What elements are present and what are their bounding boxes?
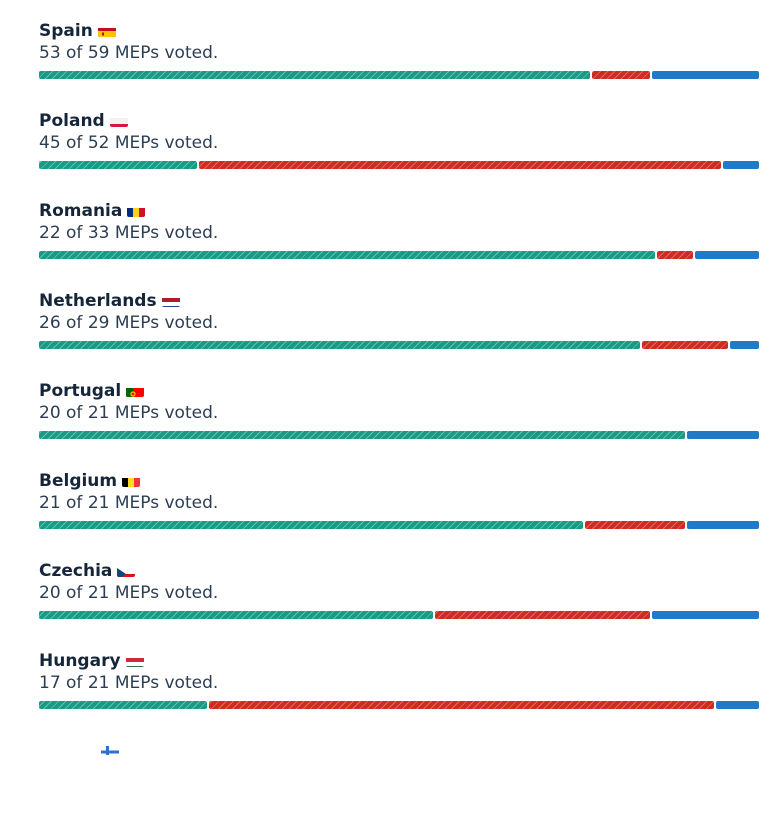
country-row-poland: Poland 45 of 52 MEPs voted. [39,105,759,195]
voted-count-text: 26 of 29 MEPs voted. [39,313,219,333]
vote-segment-for [39,521,584,529]
vote-segment-abstain [730,341,759,349]
country-name: Spain [39,21,93,41]
vote-bar [39,431,759,439]
country-row-portugal: Portugal 20 of 21 MEPs voted. [39,375,759,465]
country-name: Poland [39,111,105,131]
vote-bar [39,341,759,349]
vote-segment-against [592,71,650,79]
country-row-czechia: Czechia 20 of 21 MEPs voted. [39,555,759,645]
vote-segment-for [39,611,433,619]
vote-bar [39,251,759,259]
vote-bar [39,611,759,619]
vote-segment-against [209,701,715,709]
voted-count-text: 20 of 21 MEPs voted. [39,403,219,423]
voted-count-text: 17 of 21 MEPs voted. [39,673,219,693]
country-row-spain: Spain 53 of 59 MEPs voted. [39,15,759,105]
vote-segment-against [656,251,693,259]
vote-segment-abstain [687,431,759,439]
vote-segment-against [642,341,729,349]
vote-segment-for [39,701,208,709]
poland-flag-icon [109,115,128,127]
country-name: Hungary [39,651,121,671]
romania-flag-icon [127,205,146,217]
vote-segment-abstain [723,161,759,169]
voted-count-text: 22 of 33 MEPs voted. [39,223,219,243]
vote-segment-abstain [716,701,759,709]
country-name: Netherlands [39,291,157,311]
country-name: Belgium [39,471,118,491]
flag-icon [101,743,119,755]
voted-count-text: 20 of 21 MEPs voted. [39,583,219,603]
country-row-belgium: Belgium 21 of 21 MEPs voted. [39,465,759,555]
country-name: Portugal [39,381,122,401]
country-row-netherlands: Netherlands 26 of 29 MEPs voted. [39,285,759,375]
vote-segment-for [39,161,197,169]
country-name: Czechia [39,561,113,581]
country-row-romania: Romania 22 of 33 MEPs voted. [39,195,759,285]
belgium-flag-icon [122,475,141,487]
portugal-flag-icon [126,385,145,397]
netherlands-flag-icon [161,295,180,307]
vote-segment-abstain [651,71,759,79]
hungary-flag-icon [125,655,144,667]
country-row-partial [39,735,759,825]
country-vote-list: Spain 53 of 59 MEPs voted. Poland 45 of … [39,15,759,825]
vote-segment-abstain [651,611,759,619]
vote-bar [39,161,759,169]
vote-segment-for [39,71,591,79]
country-name: Romania [39,201,123,221]
spain-flag-icon [97,25,116,37]
vote-segment-abstain [694,251,759,259]
vote-bar [39,701,759,709]
vote-segment-for [39,431,686,439]
vote-segment-for [39,341,641,349]
voted-count-text: 53 of 59 MEPs voted. [39,43,219,63]
vote-segment-for [39,251,655,259]
country-row-hungary: Hungary 17 of 21 MEPs voted. [39,645,759,735]
vote-segment-against [434,611,650,619]
vote-bar [39,521,759,529]
czechia-flag-icon [117,565,136,577]
vote-segment-against [198,161,722,169]
vote-bar [39,71,759,79]
voted-count-text: 21 of 21 MEPs voted. [39,493,219,513]
vote-segment-against [585,521,686,529]
vote-segment-abstain [687,521,759,529]
voted-count-text: 45 of 52 MEPs voted. [39,133,219,153]
